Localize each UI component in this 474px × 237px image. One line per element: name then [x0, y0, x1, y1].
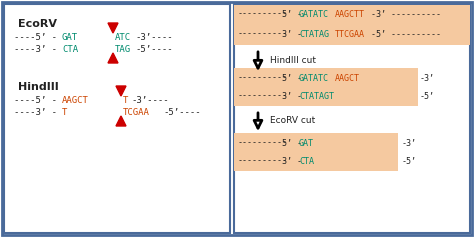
Polygon shape [116, 116, 126, 126]
Text: AAGCT: AAGCT [62, 96, 89, 105]
Text: ----------: ---------- [238, 91, 288, 100]
Text: CTATAGT: CTATAGT [299, 91, 334, 100]
Text: GAT: GAT [299, 138, 314, 147]
Text: EcoRV cut: EcoRV cut [270, 115, 315, 124]
Text: GATATC: GATATC [299, 73, 329, 82]
Text: -5’----: -5’---- [135, 45, 173, 54]
Polygon shape [108, 53, 118, 63]
Text: CTA: CTA [62, 45, 78, 54]
FancyBboxPatch shape [2, 2, 472, 235]
Text: -3’: -3’ [402, 138, 417, 147]
Text: 3’ -: 3’ - [282, 29, 302, 38]
FancyBboxPatch shape [4, 4, 230, 233]
Text: GAT: GAT [62, 32, 78, 41]
Text: AAGCTT: AAGCTT [335, 9, 365, 18]
Text: ----------: ---------- [238, 156, 288, 165]
Text: ----------: ---------- [238, 138, 288, 147]
Text: AAGCT: AAGCT [335, 73, 360, 82]
Text: GATATC: GATATC [299, 9, 329, 18]
Text: ----------: ---------- [238, 73, 288, 82]
FancyBboxPatch shape [234, 4, 470, 233]
Text: 5’ -: 5’ - [282, 73, 302, 82]
Text: T: T [123, 96, 128, 105]
Text: -5’: -5’ [402, 156, 417, 165]
Text: HindIII: HindIII [18, 82, 59, 92]
Text: -5’: -5’ [420, 91, 435, 100]
Text: -3’: -3’ [420, 73, 435, 82]
Text: TTCGAA: TTCGAA [335, 29, 365, 38]
Text: EcoRV: EcoRV [18, 19, 57, 29]
Polygon shape [108, 23, 118, 33]
Text: -3’----: -3’---- [135, 32, 173, 41]
Text: ----5’ -: ----5’ - [14, 32, 57, 41]
Text: ATC: ATC [115, 32, 131, 41]
Polygon shape [116, 86, 126, 96]
Text: CTATAG: CTATAG [299, 29, 329, 38]
Text: TCGAA: TCGAA [123, 108, 150, 117]
Text: ----3’ -: ----3’ - [14, 108, 57, 117]
Text: -3’ ----------: -3’ ---------- [371, 9, 441, 18]
Text: ----5’ -: ----5’ - [14, 96, 57, 105]
Text: ----------: ---------- [238, 29, 288, 38]
Text: T: T [62, 108, 67, 117]
Text: -5’----: -5’---- [163, 108, 201, 117]
Text: 3’ -: 3’ - [282, 156, 302, 165]
Text: 5’ -: 5’ - [282, 9, 302, 18]
Text: CTA: CTA [299, 156, 314, 165]
Text: -3’----: -3’---- [131, 96, 169, 105]
Text: HindIII cut: HindIII cut [270, 55, 316, 64]
Text: TAG: TAG [115, 45, 131, 54]
Text: 5’ -: 5’ - [282, 138, 302, 147]
FancyBboxPatch shape [234, 133, 398, 171]
Text: ----------: ---------- [238, 9, 288, 18]
FancyBboxPatch shape [234, 5, 470, 45]
Text: ----3’ -: ----3’ - [14, 45, 57, 54]
FancyBboxPatch shape [234, 68, 418, 106]
Text: -5’ ----------: -5’ ---------- [371, 29, 441, 38]
Text: 3’ -: 3’ - [282, 91, 302, 100]
